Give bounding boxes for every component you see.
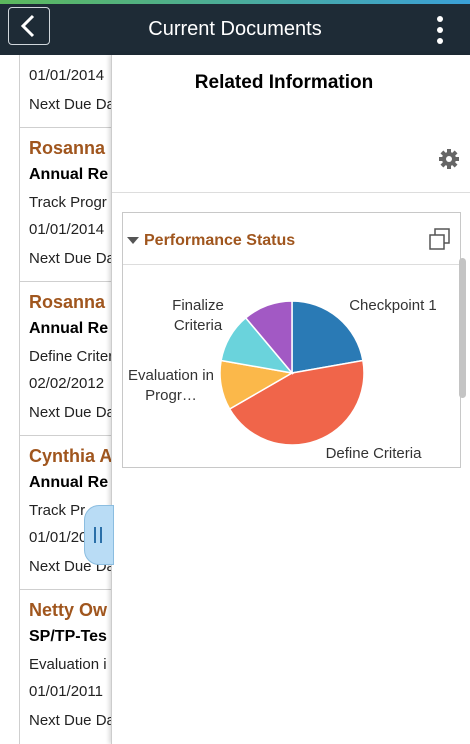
list-item[interactable]: Netty Ow SP/TP-Tes Evaluation i 01/01/2011 N… <box>20 589 112 744</box>
item-title: Annual Re <box>29 474 109 491</box>
item-name: Netty Ow <box>29 600 108 620</box>
handle-icon <box>94 527 102 543</box>
pie-label: Evaluation in Progr… <box>128 367 214 404</box>
pie-slice <box>244 300 293 376</box>
list-item[interactable]: Rosanna Annual Re Track Progr 01/01/2014 Nex… <box>20 127 112 282</box>
item-date: 01/01/20 <box>29 529 88 546</box>
chart-card: Performance Status Checkpoint 1 Define Cr… <box>122 212 461 468</box>
divider <box>123 264 460 265</box>
expand-icon[interactable] <box>428 227 452 251</box>
item-due: Next Due Da <box>29 712 112 729</box>
item-due: Next Due Da <box>29 250 112 267</box>
item-name: Rosanna <box>29 292 106 312</box>
list-item[interactable]: Rosanna Annual Re Define Criter 02/02/2012 N… <box>20 281 112 436</box>
item-name: Rosanna <box>29 138 106 158</box>
menu-button[interactable] <box>430 14 450 46</box>
item-date: 02/02/2012 <box>29 375 105 392</box>
item-date: 01/01/2014 <box>29 221 105 238</box>
item-step: Define Criter <box>29 348 112 365</box>
accent-bar <box>0 0 470 4</box>
document-list: 01/01/2014 Next Due Da Rosanna Annual Re Tra… <box>19 55 112 744</box>
item-step: Track Pr <box>29 502 86 519</box>
scrollbar <box>459 258 466 398</box>
back-icon <box>20 14 35 38</box>
item-title: SP/TP-Tes <box>29 628 107 645</box>
item-due: Next Due Da <box>29 404 112 421</box>
item-step: Evaluation i <box>29 656 107 673</box>
pie-label: Checkpoint 1 <box>349 297 437 314</box>
related-panel: Related Information Performance Status C… <box>111 55 470 744</box>
item-title: Annual Re <box>29 320 109 337</box>
item-title: Annual Re <box>29 166 109 183</box>
back-button[interactable] <box>8 7 50 45</box>
pie-chart <box>219 300 365 446</box>
divider <box>112 192 470 193</box>
item-due: Next Due Da <box>29 96 112 113</box>
pie-slice <box>291 300 364 374</box>
settings-icon[interactable] <box>438 148 460 170</box>
pie-label: Finalize Criteria <box>172 297 224 334</box>
header-bar <box>0 4 470 55</box>
drag-handle[interactable] <box>84 505 114 565</box>
item-step: Track Progr <box>29 194 107 211</box>
list-item[interactable]: 01/01/2014 Next Due Da <box>20 55 112 128</box>
pie-slice <box>228 359 365 446</box>
collapse-icon[interactable] <box>127 237 139 245</box>
card-title: Performance Status <box>144 232 296 249</box>
item-date: 01/01/2014 <box>29 67 105 84</box>
item-name: Cynthia A <box>29 446 112 466</box>
item-date: 01/01/2011 <box>29 683 103 700</box>
panel-title: Related Information <box>194 72 374 93</box>
header-title: Current Documents <box>148 18 322 40</box>
pie-label: Define Criteria <box>325 445 422 462</box>
